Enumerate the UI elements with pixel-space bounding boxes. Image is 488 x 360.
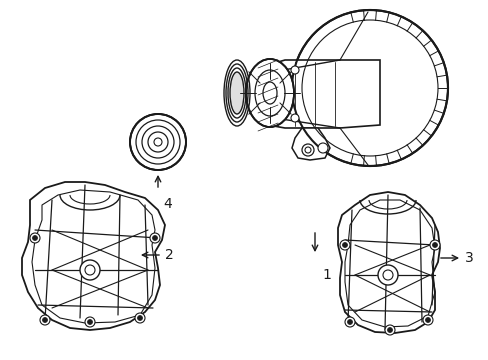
Ellipse shape — [229, 72, 244, 114]
Text: 2: 2 — [164, 248, 173, 262]
Polygon shape — [337, 192, 439, 333]
Circle shape — [154, 138, 162, 146]
Circle shape — [382, 270, 392, 280]
Circle shape — [377, 265, 397, 285]
Circle shape — [290, 114, 298, 122]
Circle shape — [30, 233, 40, 243]
Circle shape — [130, 114, 185, 170]
Circle shape — [429, 240, 439, 250]
Circle shape — [345, 317, 354, 327]
Polygon shape — [254, 60, 379, 128]
Circle shape — [85, 317, 95, 327]
Circle shape — [384, 325, 394, 335]
Text: 1: 1 — [321, 268, 330, 282]
Circle shape — [425, 318, 429, 323]
Circle shape — [422, 315, 432, 325]
Circle shape — [32, 235, 38, 240]
Circle shape — [80, 260, 100, 280]
Circle shape — [85, 265, 95, 275]
Circle shape — [290, 66, 298, 74]
Circle shape — [291, 10, 447, 166]
Circle shape — [152, 235, 157, 240]
Text: 3: 3 — [464, 251, 473, 265]
Circle shape — [42, 318, 47, 323]
Polygon shape — [291, 128, 329, 160]
Circle shape — [87, 320, 92, 324]
Circle shape — [347, 320, 352, 324]
Circle shape — [305, 147, 310, 153]
Circle shape — [150, 233, 160, 243]
Circle shape — [342, 243, 347, 248]
Circle shape — [386, 328, 392, 333]
Circle shape — [339, 240, 349, 250]
Circle shape — [317, 143, 327, 153]
Circle shape — [302, 144, 313, 156]
Circle shape — [135, 313, 145, 323]
Circle shape — [40, 315, 50, 325]
Text: 4: 4 — [163, 197, 171, 211]
Ellipse shape — [245, 59, 293, 127]
Circle shape — [431, 243, 437, 248]
Circle shape — [137, 315, 142, 320]
Polygon shape — [22, 182, 164, 330]
